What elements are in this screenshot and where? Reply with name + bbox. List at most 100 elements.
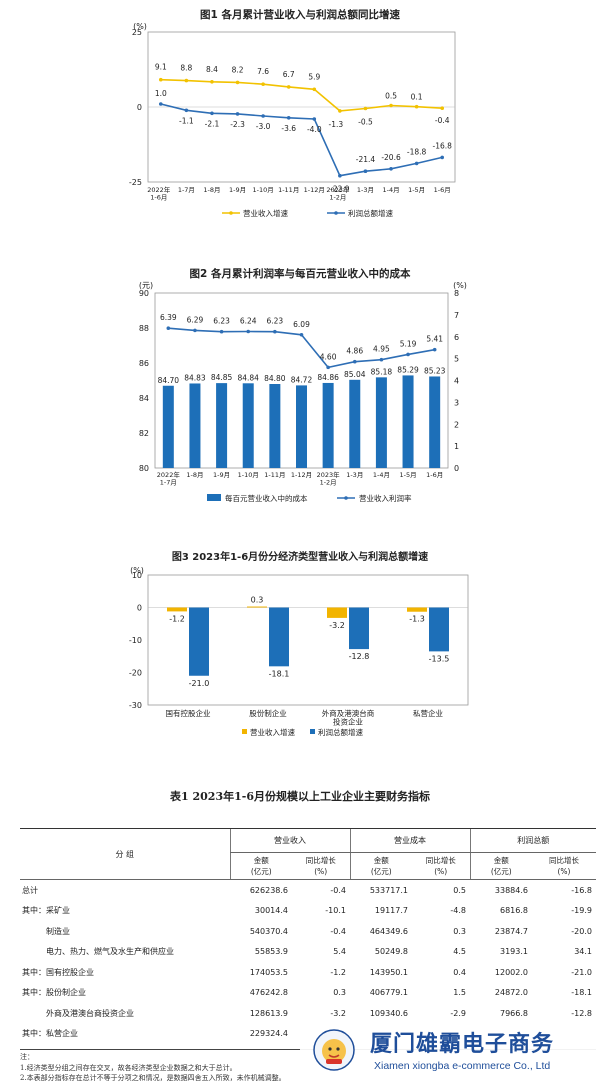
data-label: 6.7	[283, 70, 295, 79]
x-tick-label: 股份制企业	[249, 708, 287, 718]
table-cell: 4.5	[453, 947, 466, 957]
metric-header-profit: 利润总额	[469, 828, 596, 853]
table-cell: 23874.7	[494, 926, 528, 936]
x-tick-label: 1-6月	[434, 186, 451, 194]
plot-frame	[147, 574, 469, 706]
table-cell: 174053.5	[249, 967, 288, 977]
table-cell: 24872.0	[494, 988, 528, 998]
x-tick-label: 1-6月	[426, 471, 443, 479]
y-tick-label-left: 90	[139, 289, 149, 298]
y-tick-label-right: 0	[454, 464, 459, 473]
y-tick-label-left: 88	[139, 324, 149, 333]
data-point	[338, 173, 342, 178]
bar	[322, 382, 334, 468]
y-tick-label: -20	[129, 669, 142, 678]
row-label: 其中：私营企业	[22, 1029, 78, 1039]
table-body: 总计 626238.6 -0.4 533717.1 0.5 33884.6 -16.8 其中：…	[20, 880, 596, 1045]
table-cell: -21.0	[571, 967, 592, 977]
data-point	[158, 77, 163, 82]
data-point	[389, 167, 393, 171]
table-cell: 128613.9	[249, 1008, 288, 1018]
legend-label: 营业收入增速	[243, 208, 288, 218]
table-cell: 33884.6	[494, 885, 528, 895]
data-label: 6.29	[187, 315, 204, 324]
y-axis-unit-right: (%)	[453, 281, 467, 290]
row-label: 总计	[22, 885, 38, 895]
table-cell: -20.0	[571, 926, 592, 936]
chart-title: 图2 各月累计利润率与每百元营业收入中的成本	[190, 267, 411, 280]
data-point	[235, 112, 240, 116]
table-cell: -12.8	[571, 1008, 592, 1018]
table-title: 表1 2023年1-6月份规模以上工业企业主要财务指标	[170, 790, 430, 803]
data-point	[210, 111, 214, 116]
data-label: -1.3	[329, 120, 344, 129]
bar	[242, 383, 254, 468]
bar	[269, 607, 289, 667]
data-point	[432, 347, 437, 352]
data-label: -4.0	[307, 125, 322, 134]
amount-header: 金额 (亿元)	[229, 852, 292, 880]
amount-header: 金额 (亿元)	[349, 852, 412, 880]
growth-header: 同比增长 (%)	[292, 852, 350, 880]
bar-label: 85.23	[424, 366, 446, 375]
data-point	[312, 117, 317, 121]
y-tick-label-left: 80	[139, 464, 149, 473]
x-tick-label: 1-5月	[408, 186, 425, 194]
bar-label: 85.18	[371, 367, 393, 376]
bar-label: 85.04	[344, 370, 366, 379]
data-label: 0.5	[385, 92, 397, 101]
row-label: 外商及港澳台商投资企业	[22, 1008, 134, 1018]
bar-label: -1.3	[409, 615, 425, 624]
table-cell: 0.4	[453, 967, 466, 977]
bar	[402, 375, 414, 468]
y-axis-unit-left: (元)	[139, 281, 153, 290]
data-point	[235, 80, 240, 85]
legend-swatch	[242, 729, 247, 734]
table-cell: -1.2	[330, 967, 346, 977]
bar	[429, 376, 441, 468]
x-tick-label: 外商及港澳台商投资企业	[322, 708, 375, 727]
data-point	[184, 78, 189, 83]
legend-label: 每百元营业收入中的成本	[225, 493, 308, 503]
x-tick-label: 1-9月	[213, 471, 230, 479]
table-row: 其中：股份制企业 476242.8 0.3 406779.1 1.5 24872.0 -18…	[20, 983, 596, 1004]
bar-label: 84.85	[211, 373, 233, 382]
watermark-brand-en: Xiamen xiongba e-commerce Co., Ltd	[374, 1060, 551, 1072]
bar	[247, 606, 267, 608]
y-tick-label-right: 5	[454, 355, 459, 364]
data-label: 1.0	[155, 89, 167, 98]
y-tick-label: -10	[129, 636, 142, 645]
x-tick-label: 1-8月	[186, 471, 203, 479]
table-row: 外商及港澳台商投资企业 128613.9 -3.2 109340.6 -2.9 7966.…	[20, 1003, 596, 1024]
y-tick-label: -25	[129, 178, 142, 187]
data-point	[326, 365, 330, 370]
bar	[189, 383, 201, 468]
x-tick-label: 国有控股企业	[166, 708, 211, 718]
legend-label: 利润总额增速	[348, 208, 393, 218]
y-tick-label-left: 86	[139, 359, 149, 368]
data-point	[379, 357, 384, 362]
table-cell: 30014.4	[254, 906, 288, 916]
table-cell: 0.3	[333, 988, 346, 998]
data-label: -20.6	[381, 153, 401, 162]
y-tick-label-right: 6	[454, 333, 459, 342]
table-cell: 406779.1	[369, 988, 408, 998]
row-label: 电力、热力、燃气及水生产和供应业	[22, 947, 174, 957]
note-line: 2.本表部分指标存在总计不等于分项之和情况，是数据四舍五入所致，未作机械调整。	[20, 1074, 286, 1082]
data-label: 6.23	[213, 317, 230, 326]
data-point	[414, 161, 419, 166]
table-header-row: 分 组 营业收入 营业成本 利润总额	[20, 828, 596, 880]
table-cell: 533717.1	[369, 885, 408, 895]
series-line	[160, 103, 443, 177]
chart-2: 图2 各月累计利润率与每百元营业收入中的成本 (元) (%) 90 88 86 84 82 80…	[0, 262, 600, 512]
bar-label: -3.2	[329, 621, 345, 630]
bar-label: 84.70	[158, 376, 180, 385]
table-cell: -4.8	[450, 906, 466, 916]
data-label: 5.41	[426, 335, 443, 344]
legend-swatch	[310, 729, 315, 734]
table-cell: 55853.9	[254, 947, 288, 957]
watermark-brand-cn: 厦门雄霸电子商务	[370, 1032, 555, 1057]
y-tick-label-right: 1	[454, 442, 459, 451]
bar	[269, 384, 281, 468]
data-label: -2.3	[230, 120, 245, 129]
